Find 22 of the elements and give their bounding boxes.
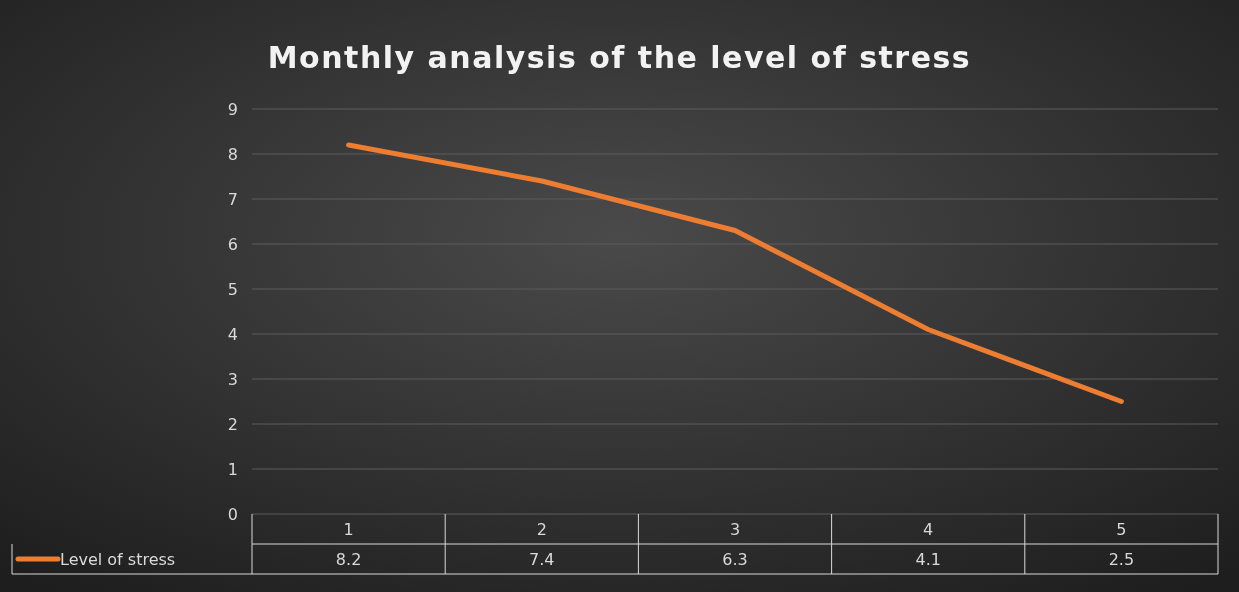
data-label: 6.3 [722, 549, 748, 569]
x-tick-label: 4 [923, 519, 934, 539]
y-tick-label: 5 [227, 279, 238, 299]
legend-label: Level of stress [60, 549, 176, 569]
y-tick-label: 4 [227, 324, 238, 344]
data-label: 2.5 [1108, 549, 1135, 569]
y-tick-label: 1 [227, 459, 238, 479]
y-tick-label: 8 [227, 144, 238, 164]
data-label: 8.2 [335, 549, 362, 569]
data-label: 4.1 [915, 549, 941, 569]
x-tick-label: 2 [536, 519, 547, 539]
chart-title: Monthly analysis of the level of stress [267, 40, 972, 75]
y-tick-label: 2 [227, 414, 238, 434]
y-tick-label: 7 [227, 189, 238, 209]
y-tick-label: 0 [227, 504, 238, 524]
y-tick-label: 6 [227, 234, 238, 254]
y-tick-label: 9 [227, 99, 238, 119]
data-label: 7.4 [529, 549, 555, 569]
y-tick-label: 3 [227, 369, 238, 389]
x-tick-label: 1 [343, 519, 354, 539]
x-tick-label: 5 [1116, 519, 1127, 539]
x-tick-label: 3 [729, 519, 741, 539]
